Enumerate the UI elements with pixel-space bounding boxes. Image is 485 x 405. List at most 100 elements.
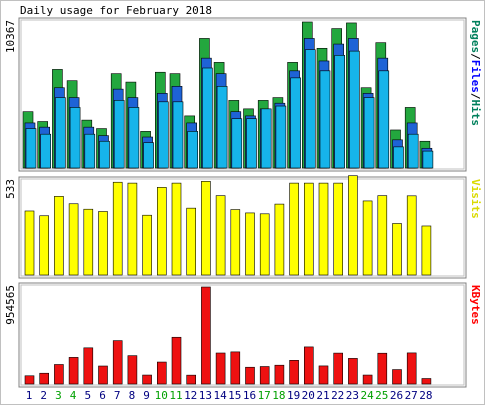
legend-2: Visits	[469, 179, 482, 219]
bar-kbytes-day-17	[259, 366, 270, 385]
legend-separator: /	[469, 53, 482, 60]
bar-pages-day-18	[275, 105, 287, 169]
x-tick-label-day-2: 2	[40, 389, 47, 402]
bar-kbytes-day-24	[362, 374, 373, 385]
x-tick-label-day-21: 21	[316, 389, 329, 402]
bar-pages-day-2	[40, 133, 52, 169]
bar-visits-day-8	[127, 182, 138, 276]
bar-visits-day-12	[186, 207, 196, 276]
bar-kbytes-day-3	[54, 364, 64, 385]
panel-inner-frame-2	[20, 178, 465, 277]
x-tick-label-day-24: 24	[360, 389, 374, 402]
x-tick-label-day-5: 5	[84, 389, 91, 402]
x-tick-label-day-11: 11	[169, 389, 182, 402]
bar-visits-day-19	[289, 182, 299, 276]
bar-pages-day-26	[393, 146, 404, 169]
bar-kbytes-day-11	[171, 336, 182, 385]
bar-kbytes-day-5	[83, 347, 94, 385]
bar-pages-day-11	[172, 101, 184, 169]
x-tick-label-day-8: 8	[129, 389, 136, 402]
bar-kbytes-day-19	[289, 360, 299, 385]
bar-pages-day-8	[128, 107, 140, 169]
bar-pages-day-24	[363, 97, 375, 169]
y-axis-max-labels: 10367 533 954565	[4, 20, 17, 325]
chart-title: Daily usage for February 2018	[20, 4, 212, 17]
legend-entry: Visits	[469, 179, 482, 219]
bar-kbytes-day-1	[24, 375, 35, 385]
bar-pages-day-17	[260, 108, 272, 169]
bar-visits-day-27	[406, 195, 417, 276]
bar-visits-day-7	[112, 181, 123, 276]
bar-kbytes-day-8	[127, 355, 138, 385]
bar-kbytes-day-4	[68, 357, 79, 385]
x-tick-label-day-26: 26	[390, 389, 403, 402]
legend-separator: /	[469, 93, 482, 100]
bar-visits-day-13	[201, 181, 211, 276]
x-tick-label-day-15: 15	[228, 389, 241, 402]
bar-visits-day-26	[392, 223, 402, 276]
x-tick-label-day-17: 17	[258, 389, 271, 402]
bar-visits-day-21	[318, 182, 329, 276]
bar-pages-day-28	[422, 150, 434, 169]
bar-kbytes-day-6	[98, 365, 108, 385]
bar-pages-day-22	[334, 55, 346, 169]
bar-visits-day-5	[83, 208, 94, 276]
panel-inner-frame-3	[20, 284, 465, 386]
x-tick-label-day-10: 10	[155, 389, 168, 402]
bar-kbytes-day-21	[318, 365, 329, 385]
x-tick-label-day-20: 20	[302, 389, 315, 402]
bar-visits-day-9	[142, 214, 152, 276]
bar-kbytes-day-26	[392, 369, 402, 385]
bar-pages-day-19	[290, 77, 301, 169]
x-tick-label-day-1: 1	[26, 389, 33, 402]
bar-marks	[22, 21, 434, 385]
x-tick-label-day-7: 7	[114, 389, 121, 402]
bar-kbytes-day-13	[201, 286, 211, 385]
y-max-label-2: 533	[4, 179, 17, 199]
bar-kbytes-day-25	[377, 352, 388, 385]
bar-visits-day-22	[333, 182, 344, 276]
bar-visits-day-10	[157, 187, 167, 276]
bar-kbytes-day-27	[406, 352, 417, 385]
bar-pages-day-5	[84, 133, 96, 169]
bar-pages-day-21	[319, 70, 331, 169]
bar-visits-day-23	[348, 175, 358, 276]
legend-entry: Pages	[469, 20, 482, 53]
x-tick-label-day-27: 27	[405, 389, 418, 402]
bar-pages-day-9	[143, 142, 154, 169]
bar-kbytes-day-16	[245, 366, 255, 385]
bar-visits-day-4	[68, 203, 79, 276]
bar-visits-day-14	[215, 195, 226, 276]
bar-pages-day-14	[216, 86, 228, 169]
x-tick-label-day-28: 28	[419, 389, 432, 402]
panel-frame-3	[18, 282, 467, 388]
bar-pages-day-1	[25, 128, 37, 169]
bar-visits-day-20	[303, 182, 314, 276]
x-tick-label-day-14: 14	[213, 389, 227, 402]
bar-pages-day-20	[304, 49, 316, 169]
legend-3: KBytes	[469, 285, 482, 325]
bar-pages-day-13	[202, 67, 213, 169]
y-max-label-1: 10367	[4, 20, 17, 53]
legend-entry: Files	[469, 60, 482, 93]
bar-kbytes-day-20	[303, 346, 314, 385]
bar-kbytes-day-18	[274, 364, 285, 385]
legend-entry: Hits	[469, 100, 482, 127]
x-tick-label-day-13: 13	[199, 389, 212, 402]
bar-visits-day-15	[230, 209, 241, 276]
bar-kbytes-day-14	[215, 352, 226, 385]
bar-pages-day-10	[158, 101, 169, 169]
x-tick-label-day-6: 6	[99, 389, 106, 402]
bar-kbytes-day-7	[112, 340, 123, 385]
bar-visits-day-1	[24, 210, 35, 276]
bar-pages-day-12	[187, 131, 198, 169]
panel-inner-frame-1	[20, 19, 465, 170]
bar-kbytes-day-15	[230, 351, 241, 385]
bar-kbytes-day-23	[348, 358, 358, 385]
legend-entry: KBytes	[469, 285, 482, 325]
bar-pages-day-3	[55, 97, 66, 169]
bar-pages-day-25	[378, 70, 390, 169]
x-tick-labels: 1 2 3 4 5 6 7 8 9 10 11 12 13 14 15 16 17 18 19 20 21 22 23 24 2…	[26, 389, 433, 402]
